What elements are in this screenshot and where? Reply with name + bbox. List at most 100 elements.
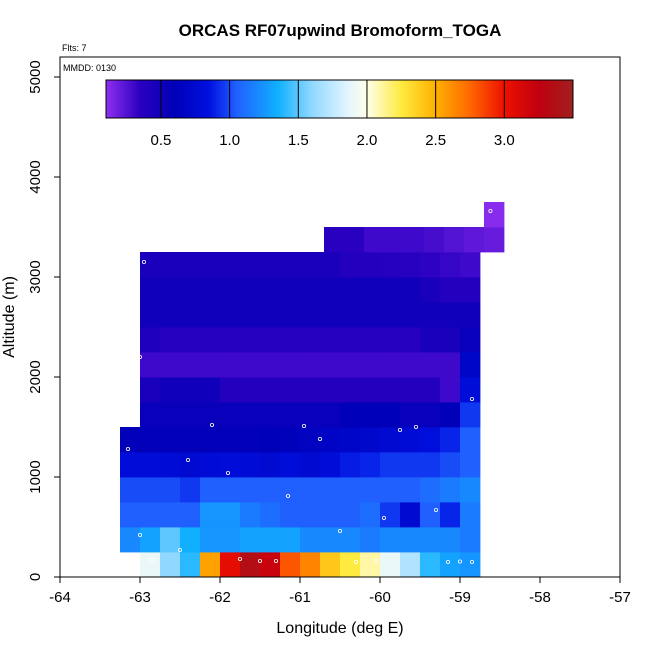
heatmap-cell bbox=[200, 552, 221, 577]
heatmap-cell bbox=[360, 552, 381, 577]
heatmap-cell bbox=[384, 227, 405, 253]
heatmap-cell bbox=[400, 352, 421, 378]
heatmap-cell bbox=[440, 502, 461, 528]
heatmap-cell bbox=[324, 227, 345, 253]
heatmap-cell bbox=[320, 302, 341, 328]
colorbar-tick-label: 1.0 bbox=[219, 132, 240, 149]
heatmap-cell bbox=[380, 302, 401, 328]
x-tick-label: -62 bbox=[209, 589, 231, 606]
heatmap-cell bbox=[140, 352, 161, 378]
x-tick-label: -61 bbox=[289, 589, 311, 606]
heatmap-cell bbox=[200, 277, 221, 303]
heatmap-cell bbox=[180, 327, 201, 353]
heatmap-cell bbox=[380, 377, 401, 403]
heatmap-cell bbox=[260, 527, 281, 553]
heatmap-cell bbox=[364, 227, 385, 253]
y-tick-label: 5000 bbox=[27, 60, 44, 93]
heatmap-cell bbox=[180, 352, 201, 378]
heatmap-cell bbox=[160, 402, 181, 428]
heatmap-cell bbox=[240, 477, 261, 503]
heatmap-cell bbox=[460, 452, 481, 478]
heatmap-cell bbox=[484, 227, 505, 253]
heatmap-cell bbox=[420, 277, 441, 303]
sample-point bbox=[285, 493, 290, 498]
heatmap-cell bbox=[280, 427, 301, 453]
heatmap-cell bbox=[340, 377, 361, 403]
heatmap-cell bbox=[160, 427, 181, 453]
heatmap-cell bbox=[240, 452, 261, 478]
sample-point bbox=[141, 259, 146, 264]
heatmap-cell bbox=[380, 402, 401, 428]
heatmap-cell bbox=[340, 502, 361, 528]
heatmap-cell bbox=[360, 377, 381, 403]
plot-frame bbox=[59, 56, 621, 578]
heatmap-cell bbox=[460, 277, 481, 303]
heatmap-cell bbox=[140, 302, 161, 328]
heatmap-cell bbox=[240, 327, 261, 353]
heatmap-cell bbox=[340, 277, 361, 303]
heatmap-cell bbox=[380, 352, 401, 378]
heatmap-cell bbox=[200, 427, 221, 453]
sample-point bbox=[433, 507, 438, 512]
heatmap-cell bbox=[300, 377, 321, 403]
heatmap-cell bbox=[200, 302, 221, 328]
heatmap-cell bbox=[220, 377, 241, 403]
sample-point bbox=[209, 422, 214, 427]
heatmap-cell bbox=[400, 552, 421, 577]
heatmap-cell bbox=[140, 252, 161, 278]
heatmap-cell bbox=[440, 477, 461, 503]
colorbar-tick-label: 2.0 bbox=[357, 132, 378, 149]
heatmap-cell bbox=[220, 252, 241, 278]
heatmap-cell bbox=[120, 427, 141, 453]
y-tick-label: 2000 bbox=[27, 360, 44, 393]
heatmap-cell bbox=[360, 527, 381, 553]
heatmap-cell bbox=[180, 377, 201, 403]
heatmap-cell bbox=[180, 427, 201, 453]
heatmap-cell bbox=[400, 302, 421, 328]
heatmap-cell bbox=[440, 327, 461, 353]
heatmap-cell bbox=[300, 252, 321, 278]
heatmap-cell bbox=[420, 452, 441, 478]
heatmap-cell bbox=[400, 277, 421, 303]
heatmap-cell bbox=[340, 252, 361, 278]
heatmap-cell bbox=[360, 452, 381, 478]
heatmap-cell bbox=[260, 552, 281, 577]
heatmap-cell bbox=[160, 252, 181, 278]
sample-point bbox=[457, 559, 462, 564]
heatmap-cell bbox=[120, 527, 141, 553]
heatmap-cell bbox=[420, 327, 441, 353]
heatmap-cell bbox=[220, 302, 241, 328]
heatmap-cell bbox=[300, 477, 321, 503]
heatmap-cell bbox=[320, 427, 341, 453]
heatmap-cell bbox=[220, 327, 241, 353]
sample-point bbox=[177, 548, 182, 553]
heatmap-cell bbox=[380, 477, 401, 503]
heatmap-cell bbox=[260, 302, 281, 328]
heatmap-cell bbox=[420, 477, 441, 503]
sample-point bbox=[337, 529, 342, 534]
heatmap-cell bbox=[420, 302, 441, 328]
heatmap-cell bbox=[360, 327, 381, 353]
heatmap-cell bbox=[420, 427, 441, 453]
heatmap-cell bbox=[360, 302, 381, 328]
heatmap-cell bbox=[440, 352, 461, 378]
heatmap-cell bbox=[340, 302, 361, 328]
heatmap-cell bbox=[240, 402, 261, 428]
heatmap-cell bbox=[340, 552, 361, 577]
heatmap-cell bbox=[200, 477, 221, 503]
sample-point bbox=[353, 560, 358, 565]
heatmap-cell bbox=[320, 502, 341, 528]
heatmap-cell bbox=[280, 502, 301, 528]
heatmap-cell bbox=[444, 227, 465, 253]
heatmap-cell bbox=[400, 252, 421, 278]
heatmap-cell bbox=[200, 327, 221, 353]
heatmap-cell bbox=[220, 552, 241, 577]
heatmap-cell bbox=[360, 427, 381, 453]
heatmap-cell bbox=[440, 302, 461, 328]
heatmap-cell bbox=[420, 552, 441, 577]
heatmap-cell bbox=[260, 327, 281, 353]
heatmap-cell bbox=[300, 502, 321, 528]
heatmap-cell bbox=[380, 277, 401, 303]
heatmap-cell bbox=[300, 402, 321, 428]
heatmap-cell bbox=[160, 377, 181, 403]
